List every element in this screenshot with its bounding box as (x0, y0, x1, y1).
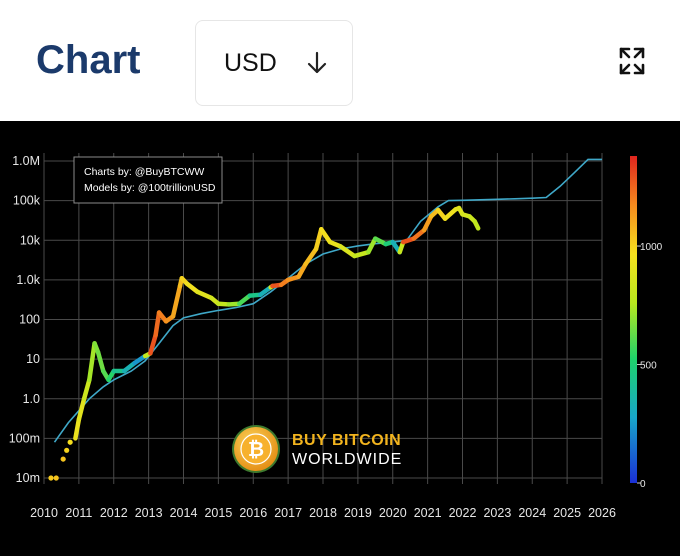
price-segment (195, 289, 214, 301)
x-tick-label: 2010 (30, 506, 58, 520)
x-tick-label: 2016 (239, 506, 267, 520)
model-series-line (53, 158, 602, 443)
price-segment (303, 246, 319, 267)
x-tick-label: 2013 (135, 506, 163, 520)
price-segment (421, 214, 434, 233)
colorbar-tick-label: 500 (640, 361, 657, 372)
annotation-box: Charts by: @BuyBTCWW Models by: @100tril… (73, 156, 223, 204)
x-tick-label: 2012 (100, 506, 128, 520)
watermark: ₿ BUY BITCOIN WORLDWIDE (232, 425, 402, 473)
colorbar-tick-label: 1000 (640, 242, 663, 253)
y-tick-label: 10m (16, 471, 40, 485)
y-tick-label: 100k (13, 194, 41, 208)
y-tick-label: 1.0 (23, 392, 40, 406)
annotation-line-2: Models by: @100trillionUSD (84, 182, 216, 194)
page-title: Chart (36, 38, 141, 82)
page-header: Chart USD (0, 0, 680, 121)
y-tick-label: 1.0k (16, 273, 40, 287)
y-tick-label: 100m (9, 431, 40, 445)
colorbar-gradient (630, 156, 637, 483)
price-segment (352, 249, 371, 259)
price-segment (296, 261, 308, 279)
x-tick-label: 2023 (483, 506, 511, 520)
price-segment (472, 219, 481, 231)
x-tick-label: 2026 (588, 506, 616, 520)
price-segment (73, 417, 82, 441)
bitcoin-logo-icon: ₿ (232, 425, 280, 473)
y-tick-label: 100 (19, 313, 40, 327)
x-tick-label: 2021 (414, 506, 442, 520)
x-tick-label: 2019 (344, 506, 372, 520)
arrow-down-icon (307, 51, 327, 74)
price-point (60, 456, 66, 462)
expand-arrows-icon[interactable] (619, 47, 645, 75)
price-segment (366, 236, 378, 255)
colorbar: 0 500 1000 (630, 156, 663, 490)
price-segment (170, 283, 183, 319)
price-series (48, 205, 481, 481)
price-segment (87, 341, 97, 383)
price-segment (313, 226, 324, 252)
price-point (48, 475, 54, 481)
price-segment (76, 396, 87, 422)
price-point (67, 439, 73, 445)
price-segment (319, 226, 333, 245)
svg-text:₿: ₿ (248, 437, 264, 461)
currency-dropdown[interactable]: USD (195, 20, 353, 106)
x-tick-label: 2014 (170, 506, 198, 520)
currency-value: USD (224, 49, 277, 77)
annotation-line-1: Charts by: @BuyBTCWW (84, 166, 204, 178)
price-segment (338, 244, 357, 259)
x-tick-label: 2015 (204, 506, 232, 520)
x-tick-label: 2011 (65, 506, 92, 520)
y-tick-label: 1.0M (12, 154, 40, 168)
y-axis: 10m 100m 1.0 10 100 1.0k 10k 100k 1.0M (9, 154, 41, 485)
price-segment (81, 377, 92, 401)
price-segment (153, 310, 162, 338)
chart-grid (43, 153, 603, 484)
price-point (53, 475, 59, 481)
x-tick-label: 2022 (449, 506, 477, 520)
price-point (64, 447, 70, 453)
x-tick-label: 2018 (309, 506, 337, 520)
price-segment (148, 333, 158, 356)
x-tick-label: 2024 (518, 506, 546, 520)
watermark-line-1: BUY BITCOIN (292, 432, 401, 449)
y-tick-label: 10k (20, 233, 41, 247)
x-tick-label: 2020 (379, 506, 407, 520)
x-axis: 2010 2011 2012 2013 2014 2015 2016 2017 2018 2019… (30, 506, 616, 520)
price-segment (95, 349, 106, 374)
price-segment (442, 207, 458, 221)
x-tick-label: 2017 (274, 506, 302, 520)
y-tick-label: 10 (26, 352, 40, 366)
x-tick-label: 2025 (553, 506, 581, 520)
colorbar-tick-label: 0 (640, 479, 646, 490)
watermark-line-2: WORLDWIDE (292, 451, 402, 468)
